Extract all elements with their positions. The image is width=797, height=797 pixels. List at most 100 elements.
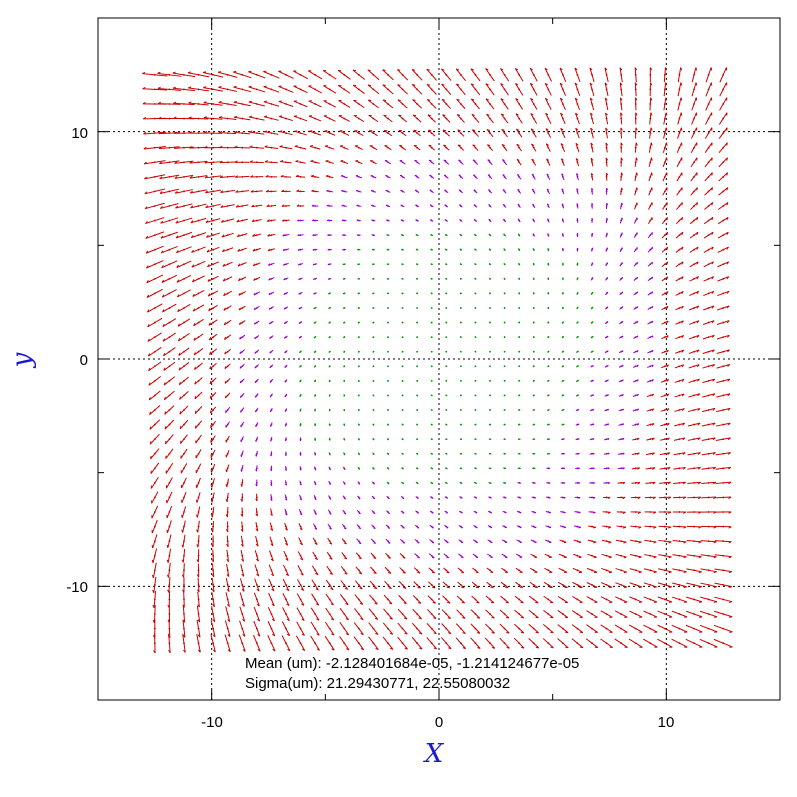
vector-origin (270, 379, 273, 382)
vector-origin (561, 540, 564, 543)
vector-arrow (179, 405, 189, 415)
vector-head (193, 337, 196, 341)
vector-arrow (326, 219, 333, 222)
vector-origin (518, 627, 521, 630)
vector-arrow (399, 160, 406, 165)
vector-arrow (149, 433, 160, 445)
vector-arrow (207, 275, 219, 282)
vector-origin (445, 569, 448, 572)
vector-head (298, 278, 300, 281)
vector-head (592, 467, 595, 470)
vector-arrow (255, 436, 259, 442)
vector-head (264, 145, 268, 148)
vector-origin (241, 73, 244, 76)
vector-arrow (357, 481, 361, 485)
vector-arrow (489, 365, 491, 368)
vector-origin (591, 642, 593, 645)
vector-arrow (561, 350, 565, 353)
vector-origin (489, 248, 491, 251)
vector-arrow (546, 481, 551, 484)
vector-arrow (225, 507, 229, 518)
vector-head (144, 176, 148, 180)
vector-head (390, 647, 394, 650)
vector-arrow (382, 69, 394, 81)
vector-head (455, 68, 460, 71)
vector-origin (241, 627, 244, 630)
vector-origin (226, 321, 229, 324)
vector-origin (372, 88, 375, 91)
vector-arrow (571, 624, 584, 634)
vector-origin (226, 307, 229, 309)
vector-origin (197, 336, 200, 339)
vector-arrow (143, 160, 166, 165)
vector-origin (241, 321, 244, 324)
vector-arrow (503, 336, 506, 339)
vector-head (590, 112, 593, 116)
vector-origin (489, 438, 491, 441)
vector-arrow (411, 84, 423, 95)
vector-origin (591, 525, 593, 528)
vector-head (560, 112, 564, 116)
vector-origin (561, 336, 564, 339)
vector-origin (357, 205, 360, 207)
vector-head (456, 83, 460, 86)
vector-arrow (430, 365, 433, 368)
vector-origin (372, 336, 375, 339)
vector-head (417, 586, 421, 589)
vector-origin (561, 205, 564, 207)
vector-origin (226, 613, 229, 615)
vector-origin (153, 379, 156, 382)
vector-head (546, 158, 550, 161)
vector-arrow (356, 509, 361, 515)
vector-origin (153, 569, 156, 572)
vector-head (546, 188, 549, 191)
vector-arrow (414, 538, 420, 544)
vector-origin (518, 481, 521, 484)
vector-head (249, 145, 253, 148)
vector-origin (459, 161, 462, 164)
vector-head (546, 173, 549, 176)
vector-origin (153, 321, 156, 324)
vector-head (279, 115, 283, 118)
vector-origin (212, 277, 215, 280)
vector-arrow (279, 115, 293, 122)
vector-origin (328, 336, 331, 339)
vector-head (241, 558, 244, 562)
vector-origin (226, 73, 229, 76)
vector-origin (561, 234, 564, 237)
vector-head (152, 589, 155, 594)
vector-arrow (401, 409, 404, 412)
vector-head (255, 498, 258, 502)
vector-head (162, 309, 165, 313)
vector-origin (328, 248, 331, 251)
vector-arrow (159, 188, 179, 195)
vector-arrow (426, 99, 437, 109)
vector-arrow (181, 491, 187, 504)
vector-head (329, 468, 331, 471)
vector-arrow (357, 350, 360, 353)
vector-arrow (575, 112, 580, 125)
vector-origin (503, 88, 506, 91)
vector-origin (357, 379, 360, 382)
vector-arrow (426, 68, 438, 81)
vector-origin (532, 481, 535, 484)
vector-origin (561, 73, 564, 76)
vector-arrow (499, 637, 510, 649)
vector-arrow (166, 548, 172, 563)
vector-arrow (532, 336, 535, 339)
vector-origin (503, 409, 506, 411)
vector-arrow (474, 452, 477, 455)
vector-head (268, 322, 271, 325)
vector-head (470, 83, 475, 86)
vector-arrow (561, 379, 565, 382)
vector-origin (212, 540, 215, 543)
vector-head (221, 234, 225, 238)
vector-arrow (298, 335, 303, 339)
vector-arrow (188, 101, 209, 106)
vector-origin (328, 423, 331, 426)
vector-arrow (233, 85, 252, 93)
vector-arrow (517, 452, 521, 455)
vector-head (578, 452, 580, 455)
vector-arrow (162, 303, 177, 313)
vector-arrow (356, 524, 362, 530)
